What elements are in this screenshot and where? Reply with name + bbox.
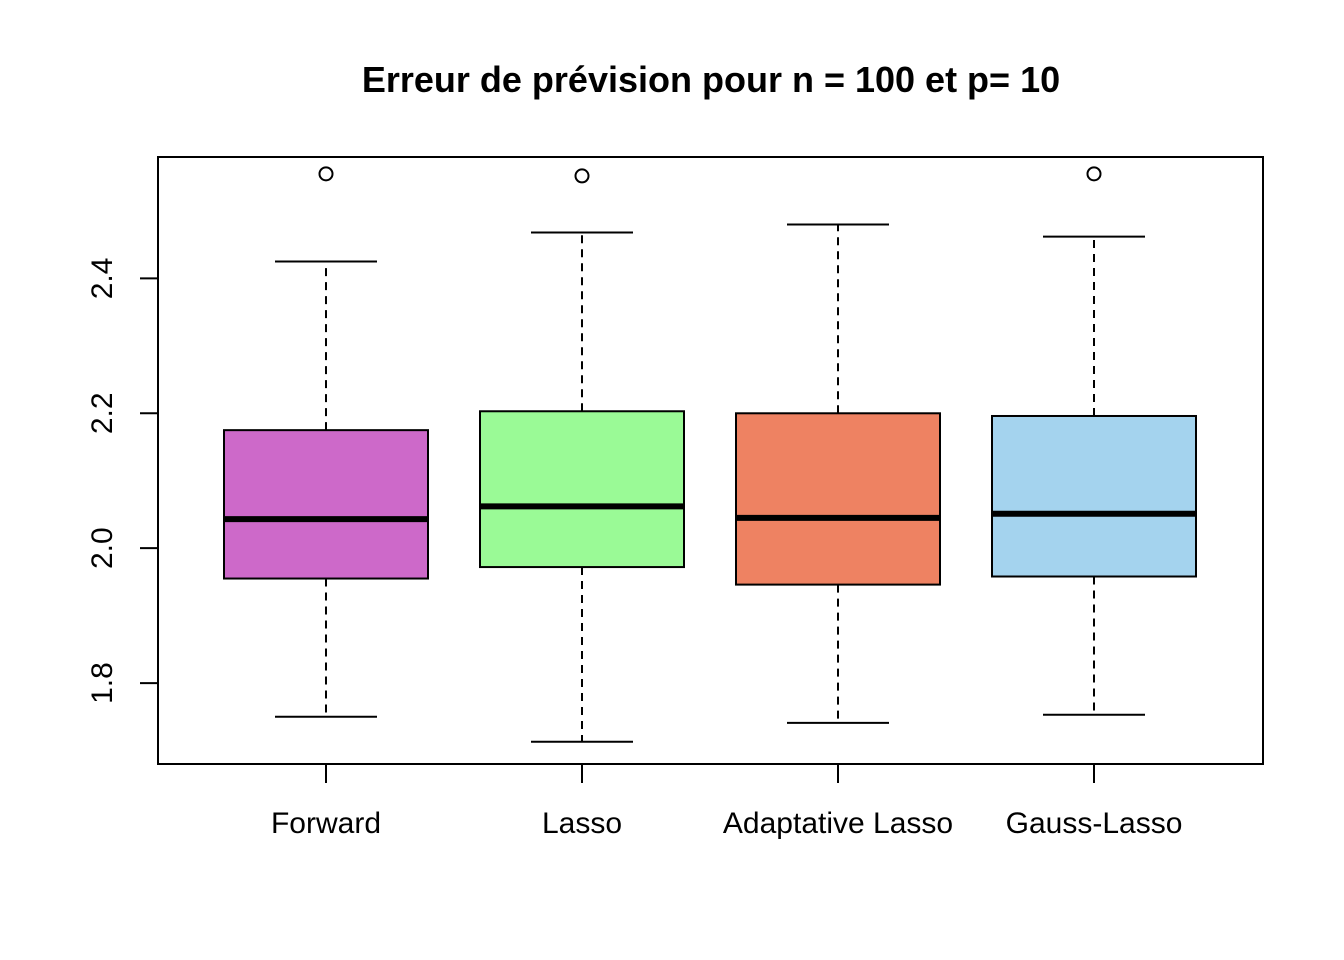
y-axis: 1.8 2.0 2.2 2.4 [86, 258, 158, 704]
x-tick-label: Forward [271, 807, 381, 840]
plot-frame [157, 156, 1264, 765]
box-adaptative-lasso [735, 223, 941, 724]
box-forward [223, 166, 429, 718]
box-lasso [479, 168, 685, 743]
y-tick-label: 2.0 [86, 527, 119, 569]
outlier-point [1086, 166, 1102, 182]
outlier-point [574, 168, 590, 184]
box-gauss-lasso [991, 166, 1197, 716]
x-axis: Forward Lasso Adaptative Lasso Gauss-Lasso [271, 764, 1182, 840]
x-tick-label: Gauss-Lasso [1006, 807, 1183, 840]
chart-title: Erreur de prévision pour n = 100 et p= 1… [362, 59, 1060, 100]
iqr-box [223, 429, 429, 580]
y-tick-label: 2.4 [86, 258, 119, 300]
y-tick-label: 1.8 [86, 662, 119, 704]
iqr-box [991, 414, 1197, 578]
outlier-point [318, 166, 334, 182]
y-tick-label: 2.2 [86, 392, 119, 434]
iqr-box [735, 412, 941, 586]
iqr-box [479, 410, 685, 569]
boxes-group [223, 166, 1197, 743]
x-tick-label: Adaptative Lasso [723, 807, 953, 840]
x-tick-label: Lasso [542, 807, 622, 840]
